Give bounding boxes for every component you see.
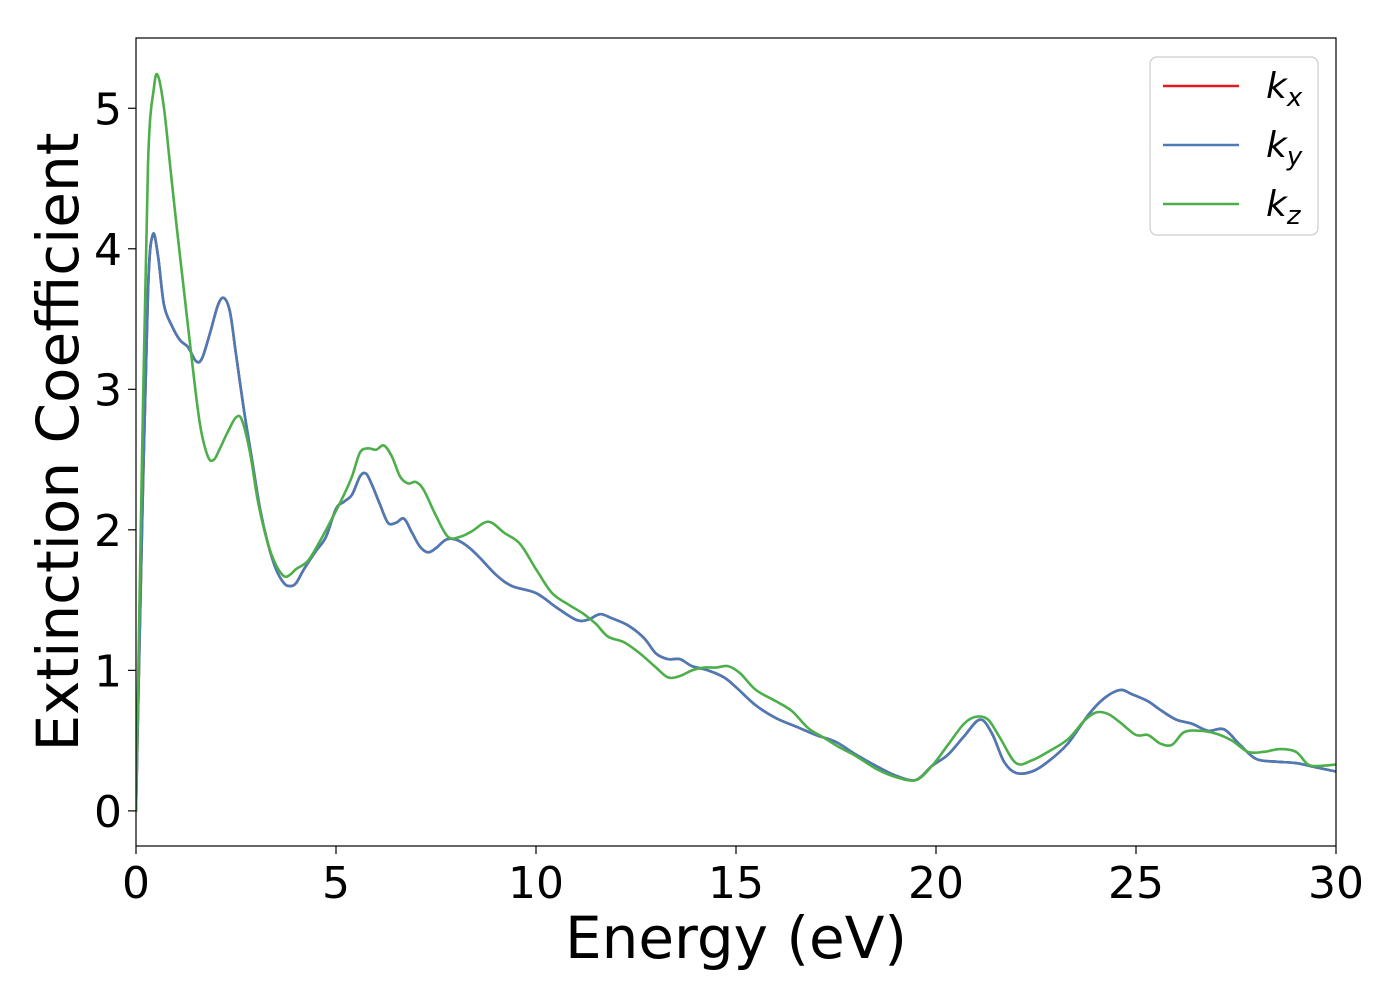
y-tick-label: 3: [94, 365, 122, 416]
y-axis-title: Extinction Coefficient: [24, 133, 92, 752]
x-tick-label: 20: [908, 858, 964, 909]
series-lines: [136, 72, 1336, 813]
legend-label-ky: ky: [1266, 125, 1303, 172]
x-tick-label: 0: [122, 858, 150, 909]
legend-label-kz: kz: [1266, 184, 1302, 231]
plot-area: [136, 38, 1336, 846]
x-tick-label: 15: [708, 858, 764, 909]
y-tick-label: 1: [94, 646, 122, 697]
y-tick-label: 0: [94, 787, 122, 838]
x-axis-title: Energy (eV): [565, 904, 907, 972]
x-tick-label: 30: [1308, 858, 1364, 909]
x-axis-ticks: 0 5 10 15 20 25 30: [122, 846, 1364, 909]
legend: kx ky kz: [1149, 56, 1319, 236]
y-tick-label: 2: [94, 506, 122, 557]
y-axis-ticks: 0 1 2 3 4 5: [94, 84, 136, 838]
x-tick-label: 10: [508, 858, 564, 909]
y-tick-label: 5: [94, 84, 122, 135]
y-tick-label: 4: [94, 225, 122, 276]
legend-label-kx: kx: [1266, 66, 1303, 113]
x-tick-label: 25: [1108, 858, 1164, 909]
x-tick-label: 5: [322, 858, 350, 909]
series-line-ky: [136, 232, 1336, 813]
series-line-kz: [136, 72, 1336, 813]
